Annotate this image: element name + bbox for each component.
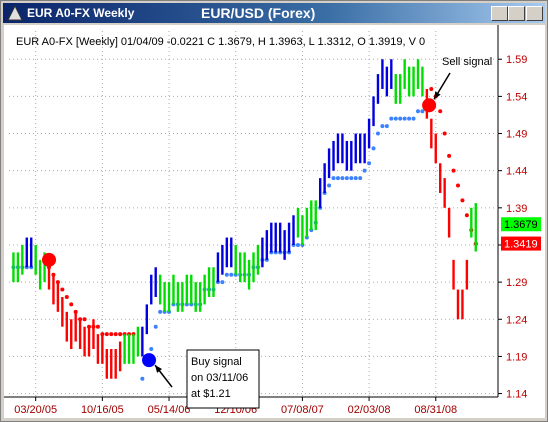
x-tick-label: 03/20/05 xyxy=(14,404,57,416)
chart-background xyxy=(4,25,545,418)
stop-dot xyxy=(344,176,349,181)
title-bar: EUR A0-FX Weekly EUR/USD (Forex) xyxy=(3,3,545,23)
stop-dot xyxy=(398,116,403,121)
stop-dot xyxy=(331,176,336,181)
stop-dot xyxy=(447,153,452,158)
stop-dot xyxy=(438,109,443,114)
x-tick-label: 08/31/08 xyxy=(414,404,457,416)
last-value-box xyxy=(501,236,541,251)
stop-dot xyxy=(224,272,229,277)
x-tick-label: 02/03/08 xyxy=(348,404,391,416)
annotation-box xyxy=(186,349,260,409)
stop-dot xyxy=(415,109,420,114)
info-line: EUR A0-FX [Weekly] 01/04/09 -0.0221 C 1.… xyxy=(16,36,425,48)
stop-dot xyxy=(371,146,376,151)
stop-dot xyxy=(158,309,163,314)
y-tick-label: 1.54 xyxy=(506,91,527,103)
stop-dot xyxy=(402,116,407,121)
last-value-label: 1.3419 xyxy=(504,239,538,251)
annotation-text: Buy signal xyxy=(191,356,242,368)
x-tick-label: 10/16/05 xyxy=(81,404,124,416)
stop-dot xyxy=(229,272,234,277)
y-tick-label: 1.29 xyxy=(506,277,527,289)
minimize-button[interactable] xyxy=(491,6,508,21)
stop-dot xyxy=(295,242,300,247)
maximize-button[interactable] xyxy=(508,6,525,21)
chart-title: EUR/USD (Forex) xyxy=(201,5,316,21)
stop-dot xyxy=(149,346,154,351)
window-title: EUR A0-FX Weekly xyxy=(27,6,135,20)
signal-marker xyxy=(422,98,437,113)
annotation-text: at $1.21 xyxy=(191,388,231,400)
stop-dot xyxy=(384,124,389,129)
stop-dot xyxy=(367,161,372,166)
stop-dot xyxy=(420,109,425,114)
x-tick-label: 07/08/07 xyxy=(281,404,324,416)
stop-dot xyxy=(60,287,65,292)
stop-dot xyxy=(442,131,447,136)
y-tick-label: 1.39 xyxy=(506,203,527,215)
stop-dot xyxy=(69,302,74,307)
x-tick-label: 05/14/06 xyxy=(148,404,191,416)
stop-dot xyxy=(340,176,345,181)
stop-dot xyxy=(113,332,118,337)
stop-dot xyxy=(104,332,109,337)
stop-dot xyxy=(464,213,469,218)
annotation-arrowhead xyxy=(155,365,163,373)
stop-dot xyxy=(353,176,358,181)
close-button[interactable] xyxy=(526,6,543,21)
chart: EUR A0-FX [Weekly] 01/04/09 -0.0221 C 1.… xyxy=(4,25,545,418)
stop-dot xyxy=(95,324,100,329)
stop-dot xyxy=(380,124,385,129)
stop-dot xyxy=(140,376,145,381)
stop-dot xyxy=(393,116,398,121)
y-tick-label: 1.14 xyxy=(506,389,527,401)
stop-dot xyxy=(375,131,380,136)
annotation-text: Sell signal xyxy=(442,56,492,68)
stop-dot xyxy=(460,198,465,203)
stop-dot xyxy=(335,176,340,181)
last-value-label: 1.3679 xyxy=(504,219,538,231)
y-tick-label: 1.19 xyxy=(506,351,527,363)
signal-marker xyxy=(142,353,157,368)
stop-dot xyxy=(389,116,394,121)
stop-dot xyxy=(118,332,123,337)
stop-dot xyxy=(109,332,114,337)
stop-dot xyxy=(362,168,367,173)
stop-dot xyxy=(358,176,363,181)
last-value-box xyxy=(501,217,541,232)
stop-dot xyxy=(64,294,69,299)
stop-dot xyxy=(411,116,416,121)
annotation-text: on 03/11/06 xyxy=(191,372,248,384)
stop-dot xyxy=(455,183,460,188)
annotation-arrowhead xyxy=(434,91,441,100)
stop-dot xyxy=(407,116,412,121)
stop-dot xyxy=(153,324,158,329)
signal-marker xyxy=(42,252,57,267)
y-tick-label: 1.49 xyxy=(506,129,527,141)
y-tick-label: 1.44 xyxy=(506,166,527,178)
stop-dot xyxy=(429,86,434,91)
stop-dot xyxy=(451,168,456,173)
y-tick-label: 1.59 xyxy=(506,54,527,66)
stop-dot xyxy=(327,183,332,188)
y-tick-label: 1.24 xyxy=(506,314,527,326)
stop-dot xyxy=(82,317,87,322)
stop-dot xyxy=(220,280,225,285)
stop-dot xyxy=(349,176,354,181)
app-icon xyxy=(7,5,23,21)
